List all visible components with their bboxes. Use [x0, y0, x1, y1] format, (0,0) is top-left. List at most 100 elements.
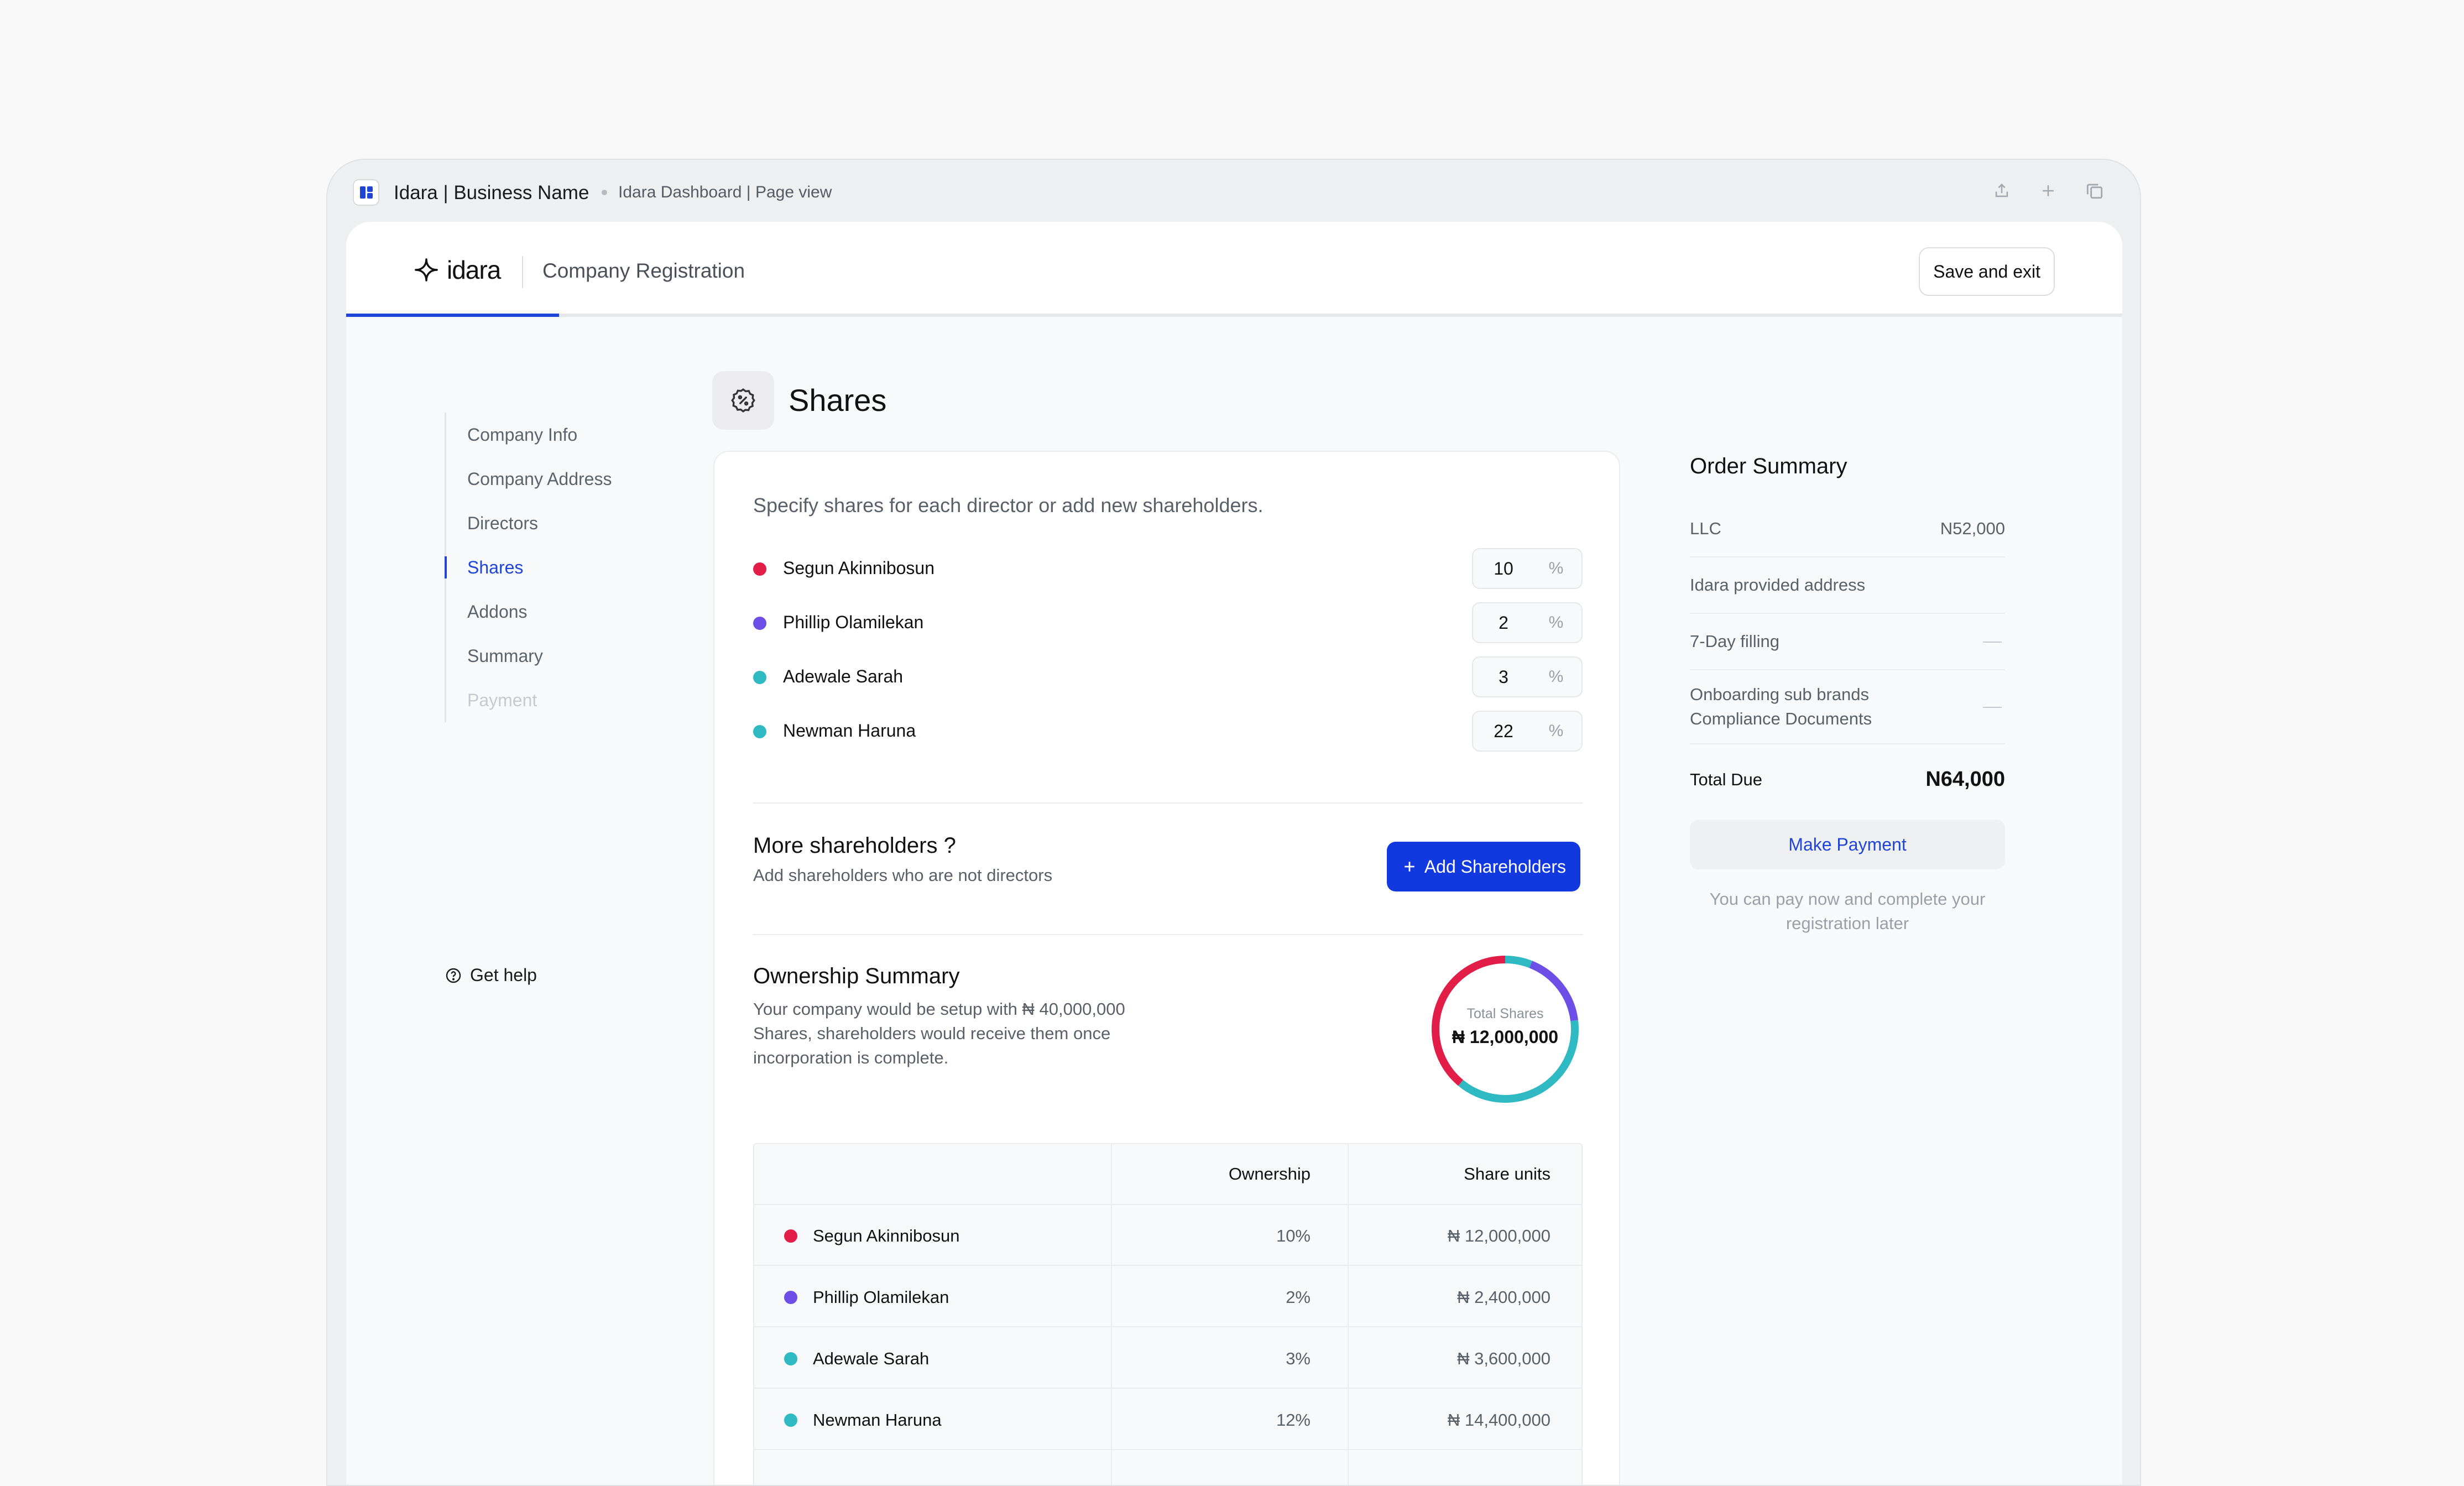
shareholder-color-dot [784, 1291, 797, 1304]
sidebar-item-company-address[interactable]: Company Address [467, 468, 612, 489]
summary-item: LLC N52,000 [1690, 501, 2005, 557]
donut-segment [1432, 956, 1579, 1103]
table-row: Phillip Olamilekan 2% ₦ 2,400,000 [754, 1266, 1581, 1327]
make-payment-button[interactable]: Make Payment [1690, 820, 2005, 869]
share-percent-value[interactable]: 3 [1499, 666, 1508, 687]
get-help-link[interactable]: Get help [445, 965, 537, 986]
copy-icon[interactable] [2082, 179, 2107, 203]
shareholder-name: Adewale Sarah [783, 666, 904, 686]
sidebar-item-summary[interactable]: Summary [467, 645, 543, 666]
share-icon[interactable] [1990, 179, 2014, 203]
shareholder-color-dot [784, 1229, 797, 1243]
help-circle-icon [446, 968, 461, 983]
shareholder-color-dot [784, 1352, 797, 1365]
percent-unit: % [1548, 668, 1564, 686]
table-ownership-value: 10% [1276, 1226, 1311, 1245]
payment-note: You can pay now and complete your regist… [1709, 889, 1986, 933]
app-favicon-icon [353, 179, 379, 206]
table-share-units-value: ₦ 12,000,000 [1447, 1226, 1551, 1245]
shareholder-row: Phillip Olamilekan 2% [753, 602, 1583, 643]
table-share-units-value: ₦ 14,400,000 [1447, 1410, 1551, 1430]
page-title: Shares [789, 383, 887, 418]
save-and-exit-button[interactable]: Save and exit [1919, 247, 2055, 296]
summary-item-dash [1983, 707, 2002, 708]
summary-item-label: Onboarding sub brands Compliance Documen… [1690, 685, 1872, 728]
logo-text: idara [447, 256, 501, 284]
shareholder-color-dot [784, 1414, 797, 1427]
share-units-header: Share units [1464, 1164, 1551, 1183]
summary-items: LLC N52,000 Idara provided address 7-Day fi… [1690, 501, 2005, 744]
table-shareholder-name: Adewale Sarah [813, 1349, 930, 1368]
add-shareholders-button[interactable]: Add Shareholders [1386, 842, 1580, 891]
idara-logo[interactable]: idara [414, 255, 501, 285]
table-ownership-value: 12% [1276, 1410, 1311, 1430]
table-row: Segun Akinnibosun 10% ₦ 12,000,000 [754, 1205, 1581, 1266]
shareholder-color-dot [753, 562, 766, 576]
sidebar-item-shares[interactable]: Shares [444, 545, 612, 590]
summary-item-dash [1983, 642, 2002, 643]
sidebar-item-addons[interactable]: Addons [467, 601, 528, 622]
browser-tab-title[interactable]: Idara | Business Name [394, 182, 589, 204]
summary-item-value: N52,000 [1940, 519, 2005, 538]
order-summary-title: Order Summary [1690, 454, 1847, 478]
table-share-units-value: ₦ 2,400,000 [1457, 1287, 1551, 1307]
share-percent-value[interactable]: 22 [1494, 721, 1513, 741]
table-row: Newman Haruna 12% ₦ 14,400,000 [754, 1389, 1581, 1450]
ownership-table: Ownership Share units Segun Akinnibosun 1… [753, 1143, 1583, 1485]
summary-item-label: LLC [1690, 519, 1721, 538]
summary-item: Idara provided address [1690, 557, 2005, 614]
share-percent-input[interactable]: 22% [1472, 711, 1583, 752]
ownership-header: Ownership [1228, 1164, 1311, 1183]
shareholder-name: Segun Akinnibosun [783, 558, 935, 578]
plus-icon[interactable] [2036, 179, 2060, 203]
shares-badge-icon [712, 371, 774, 430]
browser-tabbar: Idara | Business Name Idara Dashboard | … [327, 160, 2140, 222]
plus-icon [1405, 862, 1414, 872]
shareholder-row: Segun Akinnibosun 10% [753, 548, 1583, 589]
total-due-value: N64,000 [1925, 768, 2005, 791]
app-window: idara Company Registration Save and exit… [346, 222, 2122, 1485]
sidebar-item-payment: Payment [467, 690, 537, 710]
percent-unit: % [1548, 722, 1564, 740]
section-divider [753, 934, 1583, 935]
donut-chart [1432, 956, 1579, 1103]
table-row: Adewale Sarah 3% ₦ 3,600,000 [754, 1328, 1581, 1389]
add-shareholders-label: Add Shareholders [1424, 856, 1566, 877]
total-due-label: Total Due [1690, 770, 1762, 789]
browser-window: Idara | Business Name Idara Dashboard | … [326, 159, 2141, 1486]
shares-card: Specify shares for each director or add … [713, 451, 1620, 1485]
share-percent-input[interactable]: 2% [1472, 602, 1583, 643]
table-shareholder-name: Phillip Olamilekan [813, 1287, 949, 1307]
summary-item-label: Idara provided address [1690, 575, 1866, 595]
table-ownership-value: 2% [1286, 1287, 1311, 1307]
section-divider [753, 802, 1583, 804]
get-help-label: Get help [470, 965, 537, 985]
percent-unit: % [1548, 613, 1564, 632]
page-heading: Company Registration [542, 259, 745, 282]
shareholder-name: Phillip Olamilekan [783, 612, 924, 632]
shareholder-color-dot [753, 725, 766, 738]
shares-intro: Specify shares for each director or add … [753, 494, 1264, 517]
total-due-row: Total Due N64,000 [1690, 759, 2005, 805]
summary-item-label: 7-Day filling [1690, 632, 1779, 651]
shareholder-row: Adewale Sarah 3% [753, 656, 1583, 697]
percent-unit: % [1548, 559, 1564, 577]
shareholder-name: Newman Haruna [783, 721, 916, 741]
table-share-units-value: ₦ 3,600,000 [1457, 1349, 1551, 1368]
table-shareholder-name: Segun Akinnibosun [813, 1226, 960, 1245]
browser-actions [1990, 179, 2107, 203]
ownership-summary-text: Your company would be setup with ₦ 40,00… [753, 999, 1125, 1067]
progress-bar-fill [346, 314, 560, 317]
donut-segment [1432, 956, 1579, 1103]
ownership-summary-title: Ownership Summary [753, 964, 960, 988]
sidebar-item-directors[interactable]: Directors [467, 513, 539, 533]
header-divider [522, 256, 523, 288]
table-shareholder-name: Newman Haruna [813, 1410, 942, 1430]
share-percent-input[interactable]: 3% [1472, 656, 1583, 697]
summary-item: Onboarding sub brands Compliance Documen… [1690, 670, 2005, 744]
share-percent-value[interactable]: 2 [1499, 612, 1508, 633]
share-percent-value[interactable]: 10 [1494, 558, 1513, 578]
sidebar-item-company-info[interactable]: Company Info [467, 424, 578, 445]
step-navigation: Company Info Company Address Directors Shar… [444, 413, 612, 722]
share-percent-input[interactable]: 10% [1472, 548, 1583, 589]
